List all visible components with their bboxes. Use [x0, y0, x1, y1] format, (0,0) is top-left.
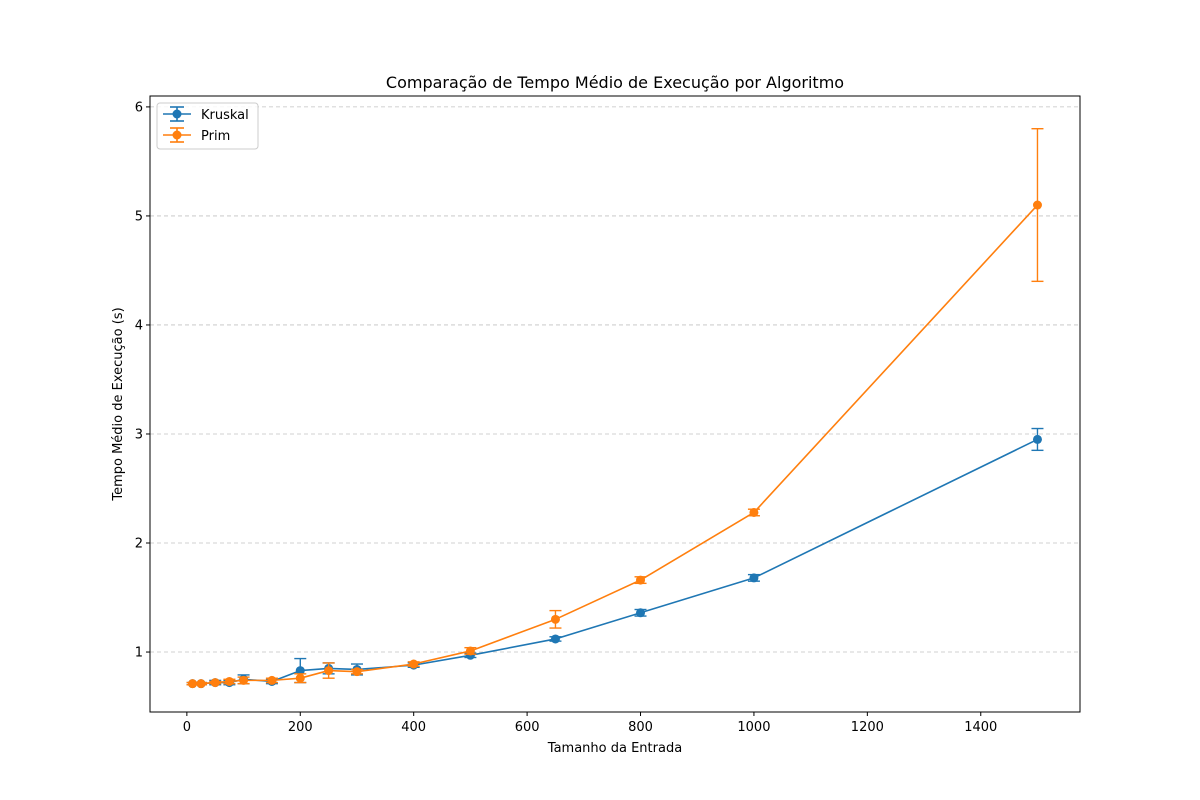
series-layer [186, 128, 1044, 689]
x-tick-label: 200 [288, 720, 313, 735]
x-tick-label: 800 [628, 720, 653, 735]
data-point-prim [749, 507, 759, 517]
data-point-prim [188, 679, 198, 689]
data-point-kruskal [1032, 434, 1042, 444]
data-point-prim [210, 678, 220, 688]
data-point-prim [409, 659, 419, 669]
data-point-kruskal [636, 608, 646, 618]
plot-frame [149, 95, 1081, 713]
data-point-prim [352, 667, 362, 677]
data-point-kruskal [749, 573, 759, 583]
y-tick-label: 2 [135, 537, 143, 552]
data-point-kruskal [295, 666, 305, 676]
data-point-prim [196, 679, 206, 689]
data-point-prim [1032, 200, 1042, 210]
x-axis-label: Tamanho da Entrada [547, 741, 682, 756]
y-tick-label: 1 [135, 646, 143, 661]
legend-marker-prim [172, 130, 182, 140]
y-tick-label: 5 [135, 209, 143, 224]
x-tick-label: 1000 [737, 720, 770, 735]
legend-marker-kruskal [172, 109, 182, 119]
data-point-prim [239, 675, 249, 685]
data-point-prim [267, 675, 277, 685]
legend-label-kruskal: Kruskal [201, 108, 249, 123]
data-point-prim [636, 575, 646, 585]
chart-title: Comparação de Tempo Médio de Execução po… [386, 73, 844, 92]
series-prim [186, 128, 1044, 689]
x-tick-label: 400 [401, 720, 426, 735]
legend-entry-kruskal: Kruskal [163, 106, 249, 123]
data-point-prim [550, 614, 560, 624]
x-tick-label: 600 [515, 720, 540, 735]
x-tick-label: 1200 [851, 720, 884, 735]
x-tick-label: 1400 [964, 720, 997, 735]
y-tick-label: 3 [135, 427, 143, 442]
tick-layer: 1 2 3 4 5 6 0 200 400 600 800 1000 1200 1400 [135, 100, 998, 735]
data-point-prim [324, 666, 334, 676]
data-point-prim [224, 676, 234, 686]
data-point-prim [295, 673, 305, 683]
legend-entry-prim: Prim [163, 127, 230, 144]
legend-label-prim: Prim [201, 129, 230, 144]
grid-layer [150, 106, 1080, 653]
y-tick-label: 6 [135, 100, 143, 115]
y-tick-label: 4 [135, 318, 143, 333]
data-point-kruskal [550, 634, 560, 644]
data-point-prim [465, 646, 475, 656]
legend: Kruskal Prim [156, 102, 259, 150]
y-axis-label: Tempo Médio de Execução (s) [111, 307, 126, 501]
x-tick-label: 0 [183, 720, 191, 735]
